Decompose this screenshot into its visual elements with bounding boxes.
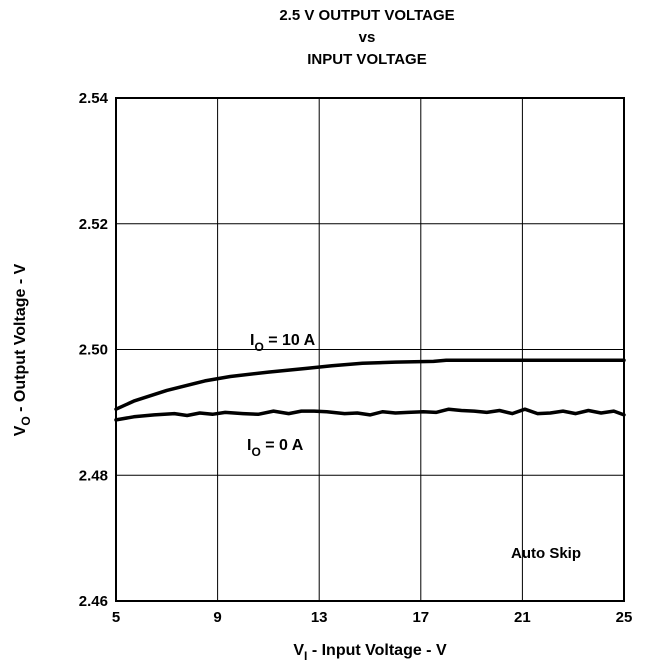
series-line-0: [114, 358, 626, 411]
series-label-10a-sub: O: [254, 340, 263, 354]
x-tick-label: 9: [213, 609, 221, 626]
y-tick-label: 2.48: [79, 467, 108, 484]
x-axis-label-main: V: [293, 642, 304, 659]
y-axis-label: VO - Output Voltage - V: [12, 263, 33, 436]
series-label-0a-sub: O: [251, 445, 260, 459]
x-tick-label: 21: [514, 609, 531, 626]
y-tick-label: 2.50: [79, 342, 108, 359]
series-label-10a-main: I: [250, 332, 254, 349]
x-tick-labels: 5 9 13 17 21 25: [112, 609, 633, 626]
series-label-0a-rest: = 0 A: [261, 437, 304, 454]
y-tick-label: 2.52: [79, 216, 108, 233]
chart-title-line-1: 2.5 V OUTPUT VOLTAGE: [279, 7, 454, 24]
x-axis-label-rest: - Input Voltage - V: [307, 642, 447, 659]
y-tick-label: 2.46: [79, 593, 108, 610]
x-axis-label-sub: I: [304, 649, 307, 663]
x-tick-label: 17: [412, 609, 429, 626]
series-line-1: [114, 407, 626, 422]
series-label-0a-main: I: [247, 437, 251, 454]
y-tick-labels: 2.46 2.48 2.50 2.52 2.54: [79, 90, 109, 610]
grid: [115, 97, 625, 602]
y-axis-label-rest: - Output Voltage - V: [12, 263, 29, 416]
series-group: [114, 358, 626, 422]
chart-title-line-2: vs: [359, 29, 376, 46]
x-axis-label: VI - Input Voltage - V: [293, 642, 447, 663]
annotation-auto-skip: Auto Skip: [511, 545, 581, 562]
x-tick-label: 13: [311, 609, 328, 626]
series-label-0a: IO = 0 A: [247, 437, 304, 459]
chart-title-line-3: INPUT VOLTAGE: [307, 51, 426, 68]
series-label-10a: IO = 10 A: [250, 332, 316, 354]
y-axis-label-sub: O: [19, 416, 33, 425]
y-tick-label: 2.54: [79, 90, 109, 107]
y-axis-label-main: V: [12, 425, 29, 436]
series-label-10a-rest: = 10 A: [264, 332, 316, 349]
x-tick-label: 5: [112, 609, 120, 626]
plot-frame: [115, 97, 625, 602]
x-tick-label: 25: [616, 609, 633, 626]
